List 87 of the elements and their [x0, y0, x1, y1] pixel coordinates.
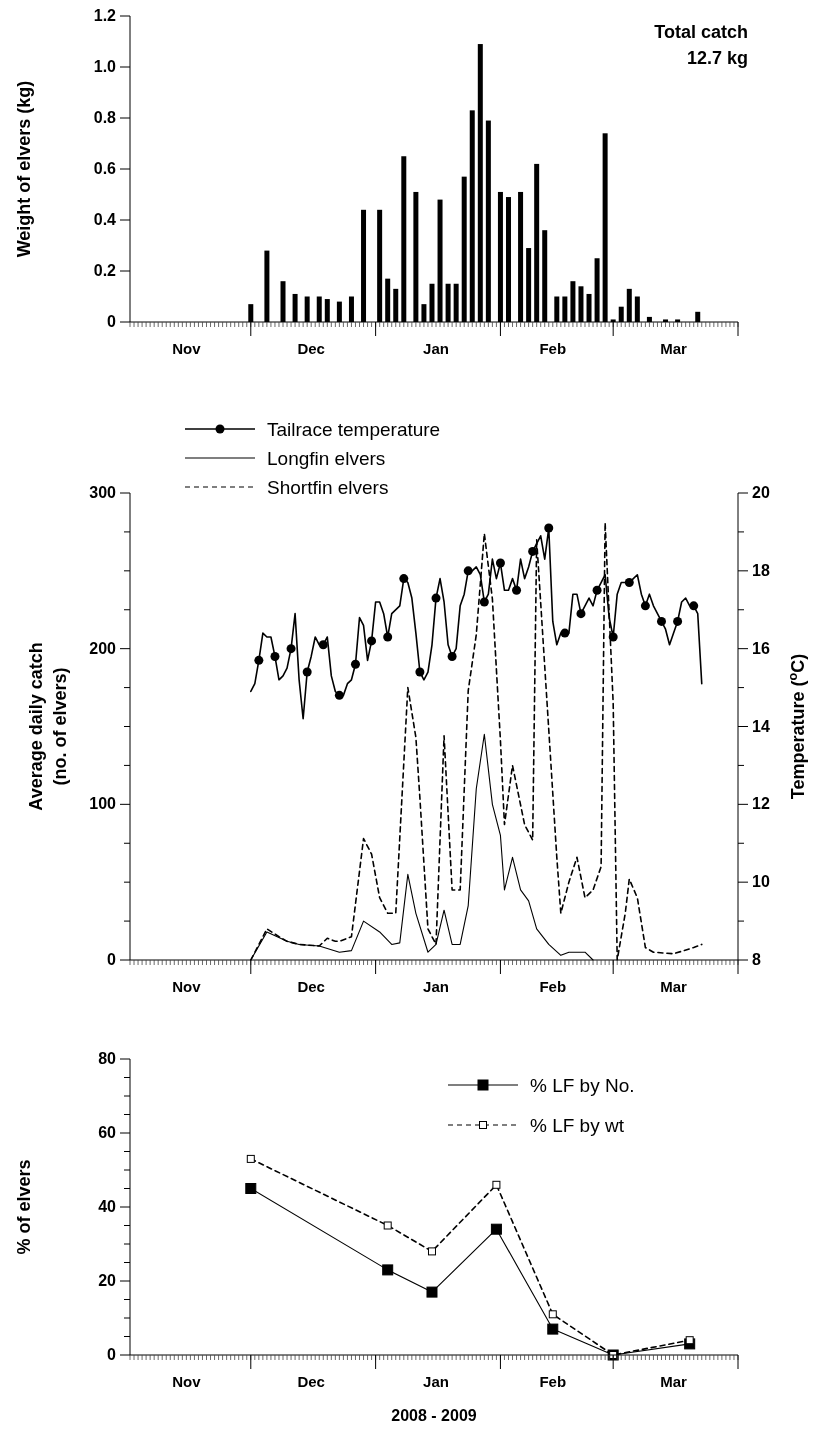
legend-label: Longfin elvers [267, 448, 386, 469]
y-axis-title: % of elvers [14, 1159, 34, 1255]
x-tick-label: Jan [423, 978, 449, 995]
point [685, 1336, 694, 1345]
y-tick-label: 0.8 [93, 109, 117, 126]
point [624, 578, 634, 588]
y2-tick-label: 18 [752, 561, 770, 579]
point [254, 655, 264, 665]
point [490, 1223, 502, 1235]
point [463, 566, 473, 576]
y-tick-label: 100 [89, 795, 117, 813]
point [286, 644, 296, 654]
point [479, 597, 489, 607]
x-axis-title: 2008 - 2009 [391, 1407, 477, 1424]
point [246, 1154, 255, 1163]
y-tick-label: 20 [98, 1272, 117, 1289]
y-tick-label: 0.2 [93, 262, 117, 279]
y2-tick-label: 10 [752, 873, 770, 891]
x-tick-label: Mar [660, 1373, 688, 1390]
x-tick-label: Dec [297, 978, 325, 995]
point [689, 601, 699, 611]
point [640, 601, 650, 611]
point [383, 1221, 392, 1230]
point [576, 609, 586, 619]
x-tick-label: Feb [539, 978, 567, 995]
point [270, 651, 280, 661]
point [318, 640, 328, 650]
point [431, 593, 441, 603]
point [415, 667, 425, 677]
point [382, 1264, 394, 1276]
y2-tick-label: 16 [752, 639, 770, 657]
point [334, 690, 344, 700]
x-tick-label: Nov [172, 1373, 202, 1390]
y2-tick-label: 12 [752, 795, 770, 813]
point [528, 546, 538, 556]
y-tick-label: 0 [107, 1346, 117, 1363]
point [592, 585, 602, 595]
y-tick-label: 1.2 [93, 7, 117, 24]
legend-label: % LF by wt [530, 1115, 625, 1136]
point [560, 628, 570, 638]
x-tick-label: Feb [539, 1373, 567, 1390]
y-tick-label: 0.4 [93, 211, 117, 228]
point [548, 1310, 557, 1319]
legend-label: Shortfin elvers [267, 477, 389, 498]
x-tick-label: Mar [660, 340, 688, 357]
point [512, 585, 522, 595]
x-tick-label: Dec [297, 1373, 325, 1390]
point [492, 1180, 501, 1189]
point [350, 659, 360, 669]
y2-tick-label: 8 [752, 951, 761, 968]
x-tick-label: Jan [423, 1373, 449, 1390]
annotation: 12.7 kg [686, 48, 748, 68]
y-tick-label: 0 [107, 313, 117, 330]
point [245, 1183, 257, 1194]
x-tick-label: Nov [172, 340, 202, 357]
x-tick-label: Jan [423, 340, 449, 357]
legend-label: Tailrace temperature [267, 419, 441, 440]
y2-tick-label: 14 [752, 717, 770, 735]
point [367, 636, 377, 646]
point [302, 667, 312, 677]
point [427, 1247, 436, 1256]
point [447, 651, 457, 661]
y-tick-label: 0.6 [93, 160, 117, 177]
y-axis-title: Average daily catch (no. of elvers) [26, 642, 70, 811]
x-tick-label: Feb [539, 340, 567, 357]
point [657, 616, 666, 626]
legend-label: % LF by No. [530, 1075, 635, 1096]
annotation: Total catch [654, 22, 748, 42]
point [383, 632, 393, 642]
y-tick-label: 60 [98, 1124, 117, 1141]
y-tick-label: 300 [89, 484, 117, 501]
y-tick-label: 1.0 [93, 58, 117, 75]
point [426, 1286, 438, 1298]
y2-tick-label: 20 [752, 484, 770, 501]
point [547, 1323, 559, 1335]
point [544, 523, 554, 533]
y-tick-label: 80 [98, 1050, 117, 1067]
y-tick-label: 0 [107, 951, 117, 968]
y-axis-title: Weight of elvers (kg) [14, 80, 34, 258]
y-tick-label: 200 [89, 639, 117, 657]
x-tick-label: Dec [297, 340, 325, 357]
y-tick-label: 40 [98, 1198, 117, 1215]
point [673, 616, 683, 626]
x-tick-label: Mar [660, 978, 688, 995]
x-tick-label: Nov [172, 978, 202, 995]
point [399, 574, 409, 584]
point [495, 558, 505, 568]
